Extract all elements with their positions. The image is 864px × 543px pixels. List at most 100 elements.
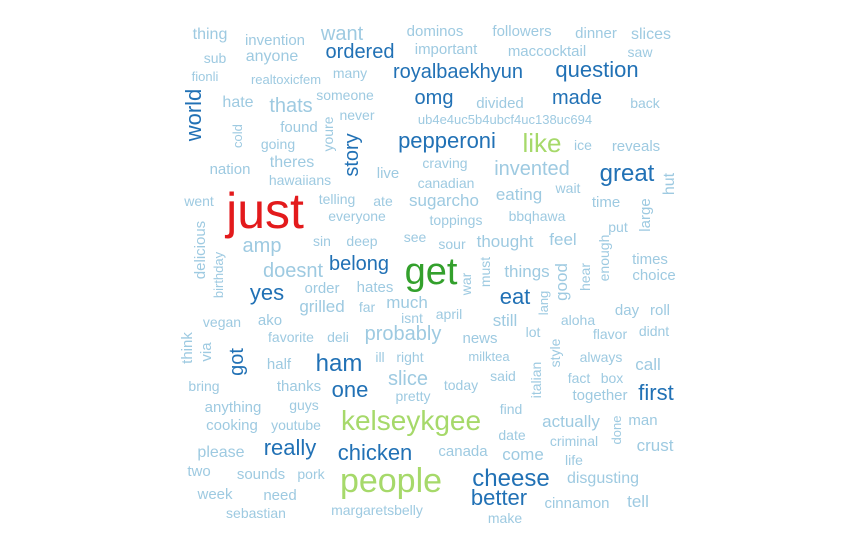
word-day: day [615, 302, 640, 319]
word-find: find [500, 401, 523, 417]
word-better: better [471, 485, 527, 510]
word-disgusting: disgusting [567, 470, 639, 487]
word-hawaiians: hawaiians [269, 172, 331, 188]
word-ice: ice [574, 137, 592, 153]
word-must: must [477, 257, 493, 287]
word-style: style [547, 338, 563, 367]
word-flavor: flavor [593, 326, 628, 342]
word-never: never [339, 107, 374, 123]
word-thing: thing [193, 26, 228, 43]
word-pepperoni: pepperoni [398, 128, 496, 153]
word-aloha: aloha [561, 312, 595, 328]
word-sebastian: sebastian [226, 505, 286, 521]
word-youre: youre [320, 116, 336, 151]
word-milktea: milktea [468, 349, 510, 364]
word-delicious: delicious [192, 221, 209, 279]
word-great: great [600, 160, 655, 187]
word-news: news [462, 330, 497, 347]
word-hate: hate [222, 94, 253, 111]
word-cheese: cheese [472, 465, 549, 492]
word-question: question [555, 57, 638, 82]
word-just: just [224, 183, 304, 239]
word-roll: roll [650, 302, 670, 319]
word-crust: crust [637, 436, 674, 455]
word-pork: pork [297, 466, 325, 482]
word-time: time [592, 194, 620, 211]
word-deli: deli [327, 329, 349, 345]
word-vegan: vegan [203, 314, 241, 330]
word-half: half [267, 356, 292, 373]
word-belong: belong [329, 253, 389, 275]
word-people: people [340, 462, 442, 500]
word-fact: fact [568, 370, 591, 386]
word-theres: theres [270, 154, 314, 171]
word-pretty: pretty [395, 388, 430, 404]
word-please: please [197, 444, 244, 461]
word-youtube: youtube [271, 417, 321, 433]
word-favorite: favorite [268, 329, 314, 345]
word-lang: lang [536, 291, 551, 316]
word-canada: canada [438, 443, 488, 460]
word-enough: enough [596, 235, 612, 282]
word-right: right [396, 349, 423, 365]
word-went: went [183, 193, 214, 209]
word-ordered: ordered [326, 41, 395, 63]
word-important: important [415, 41, 478, 58]
word-bring: bring [188, 378, 219, 394]
word-dinner: dinner [575, 25, 617, 42]
word-world: world [181, 89, 206, 143]
word-story: story [341, 133, 363, 176]
word-together: together [572, 387, 627, 404]
word-birthday: birthday [211, 251, 226, 298]
word-followers: followers [492, 23, 551, 40]
word-still: still [493, 311, 518, 330]
word-deep: deep [346, 233, 377, 249]
word-canadian: canadian [418, 175, 475, 191]
word-maccocktail: maccocktail [508, 43, 586, 60]
word-ate: ate [373, 193, 393, 209]
word-anyone: anyone [246, 48, 299, 65]
word-criminal: criminal [550, 433, 598, 449]
word-man: man [628, 412, 657, 429]
word-hates: hates [357, 279, 394, 296]
word-toppings: toppings [430, 212, 483, 228]
word-large: large [637, 198, 654, 231]
word-sounds: sounds [237, 466, 285, 483]
word-april: april [436, 306, 462, 322]
word-craving: craving [422, 155, 467, 171]
word-ill: ill [375, 349, 384, 365]
word-doesnt: doesnt [263, 260, 323, 282]
word-actually: actually [542, 412, 600, 431]
word-thanks: thanks [277, 378, 321, 395]
word-telling: telling [319, 191, 356, 207]
word-dominos: dominos [407, 23, 464, 40]
word-sub: sub [204, 50, 227, 66]
word-always: always [580, 349, 623, 365]
word-omg: omg [415, 87, 454, 109]
word-slice: slice [388, 368, 428, 390]
word-date: date [498, 427, 525, 443]
word-much: much [386, 293, 428, 312]
word-sin: sin [313, 233, 331, 249]
word-invented: invented [494, 158, 570, 180]
word-get: get [405, 251, 458, 293]
word-good: good [552, 263, 571, 301]
word-war: war [458, 272, 474, 296]
word-hut: hut [661, 172, 678, 195]
word-amp: amp [243, 235, 282, 257]
word-tell: tell [627, 492, 649, 511]
word-said: said [490, 368, 516, 384]
word-make: make [488, 510, 522, 526]
word-cooking: cooking [206, 417, 258, 434]
word-times: times [632, 251, 668, 268]
word-everyone: everyone [328, 208, 386, 224]
word-via: via [198, 342, 215, 362]
word-sugarcho: sugarcho [409, 191, 479, 210]
word-call: call [635, 355, 661, 374]
word-anything: anything [205, 399, 262, 416]
word-invention: invention [245, 32, 305, 49]
word-margaretsbelly: margaretsbelly [331, 502, 423, 518]
word-feel: feel [549, 230, 576, 249]
word-royalbaekhyun: royalbaekhyun [393, 61, 523, 83]
